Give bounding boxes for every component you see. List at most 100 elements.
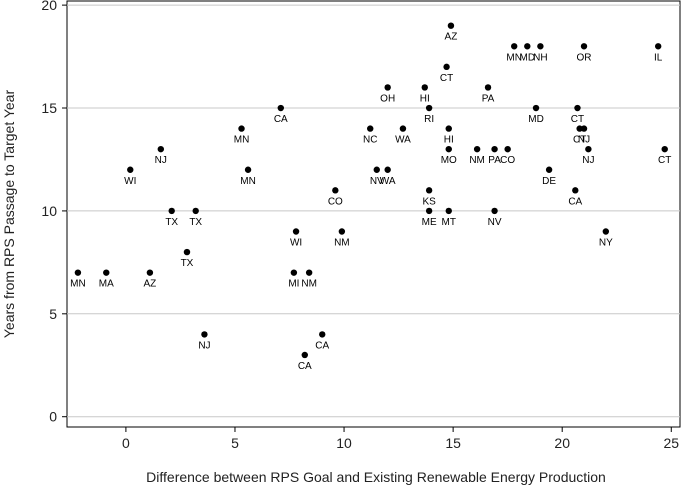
point-label: WI bbox=[290, 237, 302, 248]
data-point bbox=[292, 228, 300, 235]
point-label: NV bbox=[488, 217, 502, 228]
data-point bbox=[338, 228, 346, 235]
x-axis-title: Difference between RPS Goal and Existing… bbox=[146, 469, 606, 485]
point-label: HI bbox=[420, 93, 430, 104]
data-point bbox=[443, 63, 450, 71]
data-point bbox=[384, 84, 391, 91]
data-point bbox=[574, 104, 581, 112]
data-point bbox=[445, 125, 452, 132]
x-tick-label: 20 bbox=[554, 435, 570, 451]
data-point bbox=[602, 228, 610, 235]
point-label: NV bbox=[370, 176, 384, 187]
point-label: PA bbox=[488, 155, 501, 166]
x-tick-label: 25 bbox=[663, 435, 679, 451]
data-point bbox=[537, 43, 544, 50]
data-point bbox=[654, 43, 662, 50]
data-point bbox=[445, 207, 452, 215]
point-label: CO bbox=[328, 196, 343, 207]
point-label: NM bbox=[334, 237, 350, 248]
point-label: TX bbox=[181, 258, 194, 269]
data-point bbox=[157, 145, 165, 153]
data-point bbox=[201, 331, 208, 338]
point-label: MN bbox=[234, 135, 250, 146]
point-label: NH bbox=[533, 52, 547, 63]
data-point bbox=[580, 43, 588, 50]
data-point bbox=[511, 43, 518, 50]
point-label: TX bbox=[189, 217, 202, 228]
point-label: CA bbox=[298, 361, 312, 372]
data-point bbox=[661, 145, 668, 153]
data-point bbox=[491, 207, 498, 215]
y-axis-title: Years from RPS Passage to Target Year bbox=[1, 90, 17, 339]
point-label: AZ bbox=[445, 32, 458, 43]
point-label: WA bbox=[380, 176, 396, 187]
point-label: NJ bbox=[155, 155, 167, 166]
point-label: MN bbox=[70, 279, 86, 290]
data-point bbox=[491, 145, 498, 153]
point-label: MN bbox=[506, 52, 522, 63]
point-label: MD bbox=[520, 52, 536, 63]
data-point bbox=[585, 145, 592, 153]
point-label: WI bbox=[124, 176, 136, 187]
point-label: MN bbox=[240, 176, 256, 187]
point-label: RI bbox=[424, 114, 434, 125]
data-point bbox=[301, 351, 308, 359]
data-point bbox=[580, 125, 588, 132]
data-point bbox=[238, 125, 245, 132]
data-point bbox=[484, 84, 492, 91]
point-label: ME bbox=[422, 217, 437, 228]
point-label: PA bbox=[482, 93, 495, 104]
point-label: MT bbox=[442, 217, 456, 228]
point-label: NM bbox=[469, 155, 485, 166]
y-tick-label: 15 bbox=[41, 100, 57, 116]
data-point bbox=[367, 125, 374, 132]
point-label: NY bbox=[599, 237, 613, 248]
data-point bbox=[373, 166, 380, 173]
point-label: NJ bbox=[578, 135, 590, 146]
point-label: CO bbox=[500, 155, 515, 166]
point-label: CT bbox=[573, 135, 586, 146]
data-point bbox=[447, 22, 455, 29]
data-point bbox=[74, 269, 82, 276]
point-label: CA bbox=[315, 340, 329, 351]
point-label: KS bbox=[422, 196, 436, 207]
point-label: OH bbox=[380, 93, 395, 104]
data-point bbox=[384, 166, 391, 173]
data-point bbox=[305, 269, 313, 276]
data-point bbox=[290, 269, 298, 276]
plot-area bbox=[66, 0, 681, 428]
data-point bbox=[277, 104, 284, 112]
data-point bbox=[545, 166, 553, 173]
point-label: CT bbox=[440, 73, 453, 84]
data-point bbox=[473, 145, 481, 153]
point-label: CT bbox=[571, 114, 584, 125]
point-label: NM bbox=[301, 279, 317, 290]
point-label: MO bbox=[441, 155, 457, 166]
y-tick-label: 20 bbox=[41, 0, 57, 13]
data-point bbox=[504, 145, 511, 153]
data-point bbox=[146, 269, 154, 276]
y-tick-label: 0 bbox=[49, 409, 57, 425]
y-tick-label: 5 bbox=[49, 306, 57, 322]
x-tick-label: 15 bbox=[445, 435, 461, 451]
point-label: TX bbox=[165, 217, 178, 228]
point-label: IL bbox=[654, 52, 663, 63]
point-label: CA bbox=[274, 114, 288, 125]
data-point bbox=[524, 43, 531, 50]
data-point bbox=[103, 269, 110, 276]
point-label: AZ bbox=[144, 279, 157, 290]
x-tick-label: 5 bbox=[231, 435, 239, 451]
data-point bbox=[183, 248, 191, 256]
data-point bbox=[425, 104, 433, 112]
point-label: CT bbox=[658, 155, 671, 166]
data-point bbox=[244, 166, 252, 173]
data-point bbox=[445, 145, 452, 153]
point-label: DE bbox=[542, 176, 556, 187]
y-tick-label: 10 bbox=[41, 203, 57, 219]
point-label: NJ bbox=[198, 340, 210, 351]
point-label: HI bbox=[444, 135, 454, 146]
point-label: MI bbox=[288, 279, 299, 290]
data-point bbox=[319, 331, 326, 338]
